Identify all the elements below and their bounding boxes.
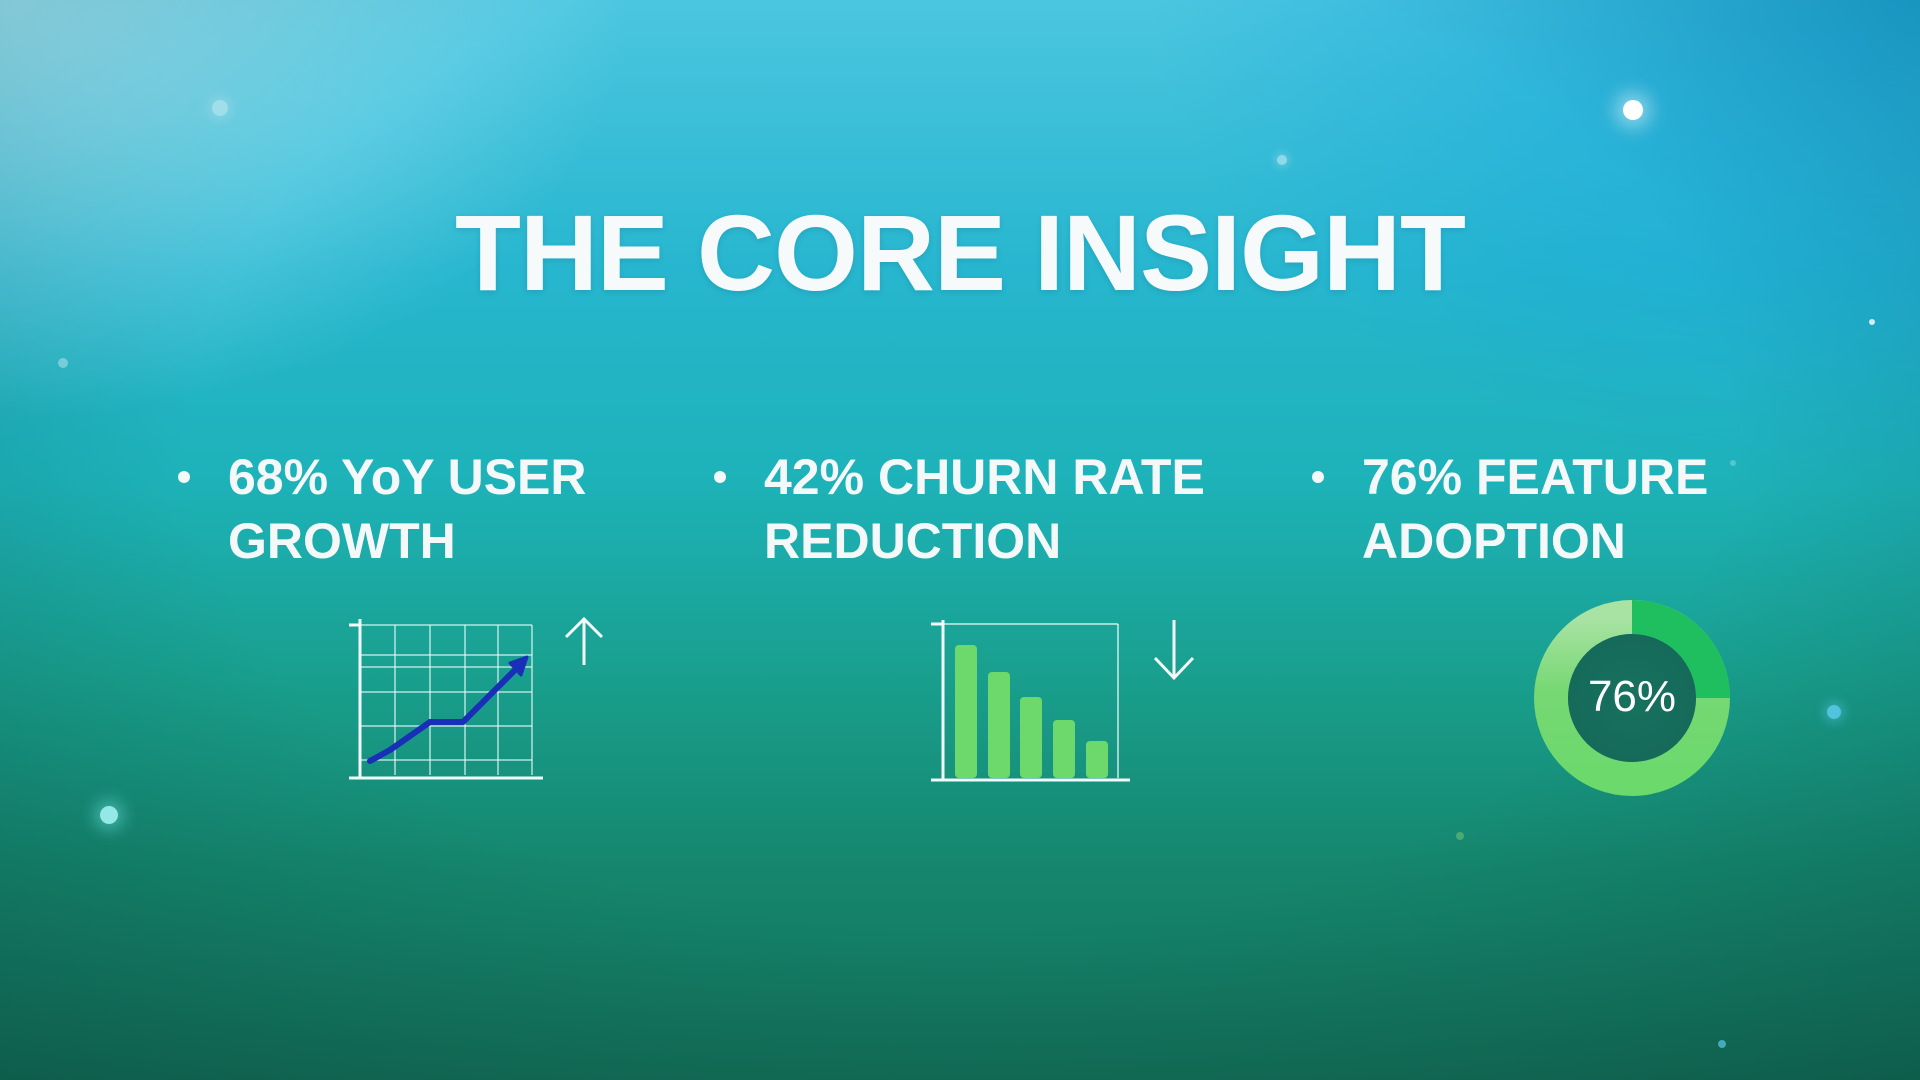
trend-arrowhead-icon	[508, 655, 529, 677]
bar	[1020, 697, 1042, 778]
donut-center-label: 76%	[1587, 672, 1677, 721]
bokeh-dot	[1623, 100, 1643, 120]
bullet-dot-icon	[178, 471, 190, 483]
bar	[1053, 720, 1075, 778]
bokeh-dot	[212, 100, 228, 116]
bullet-churn-reduction: 42% CHURN RATE REDUCTION	[714, 445, 1205, 573]
slide-title: THE CORE INSIGHT	[454, 192, 1466, 313]
bokeh-dot	[1277, 155, 1287, 165]
bullet-user-growth: 68% YoY USER GROWTH	[178, 445, 587, 573]
bullet-line-2: GROWTH	[228, 513, 456, 569]
bokeh-dot	[1456, 832, 1464, 840]
adoption-donut-chart	[1534, 600, 1730, 796]
bullet-feature-adoption: 76% FEATURE ADOPTION	[1312, 445, 1709, 573]
bullet-line-2: REDUCTION	[764, 513, 1062, 569]
churn-bar-chart	[931, 620, 1130, 782]
bars	[955, 645, 1108, 778]
bokeh-dot	[1869, 319, 1875, 325]
chart-axes	[931, 620, 1130, 782]
bokeh-dot	[1718, 1040, 1726, 1048]
chart-grid	[360, 624, 533, 775]
bullet-line-1: 76% FEATURE	[1362, 449, 1709, 505]
bokeh-dot	[1730, 460, 1736, 466]
chart-axes	[349, 619, 543, 780]
arrow-up-icon	[564, 616, 604, 665]
bokeh-dot	[1827, 705, 1841, 719]
donut-accent-segment	[1632, 600, 1730, 698]
bullet-line-2: ADOPTION	[1362, 513, 1626, 569]
growth-line-chart	[349, 619, 543, 780]
donut-hole	[1568, 634, 1696, 762]
bar	[988, 672, 1010, 778]
bar	[955, 645, 977, 778]
arrow-down-icon	[1153, 620, 1195, 681]
bokeh-dot	[58, 358, 68, 368]
growth-trend-line	[367, 664, 521, 764]
bullet-dot-icon	[714, 471, 726, 483]
bullet-line-1: 42% CHURN RATE	[764, 449, 1205, 505]
bullet-dot-icon	[1312, 471, 1324, 483]
bullet-line-1: 68% YoY USER	[228, 449, 587, 505]
bar	[1086, 741, 1108, 778]
bokeh-dot	[100, 806, 118, 824]
